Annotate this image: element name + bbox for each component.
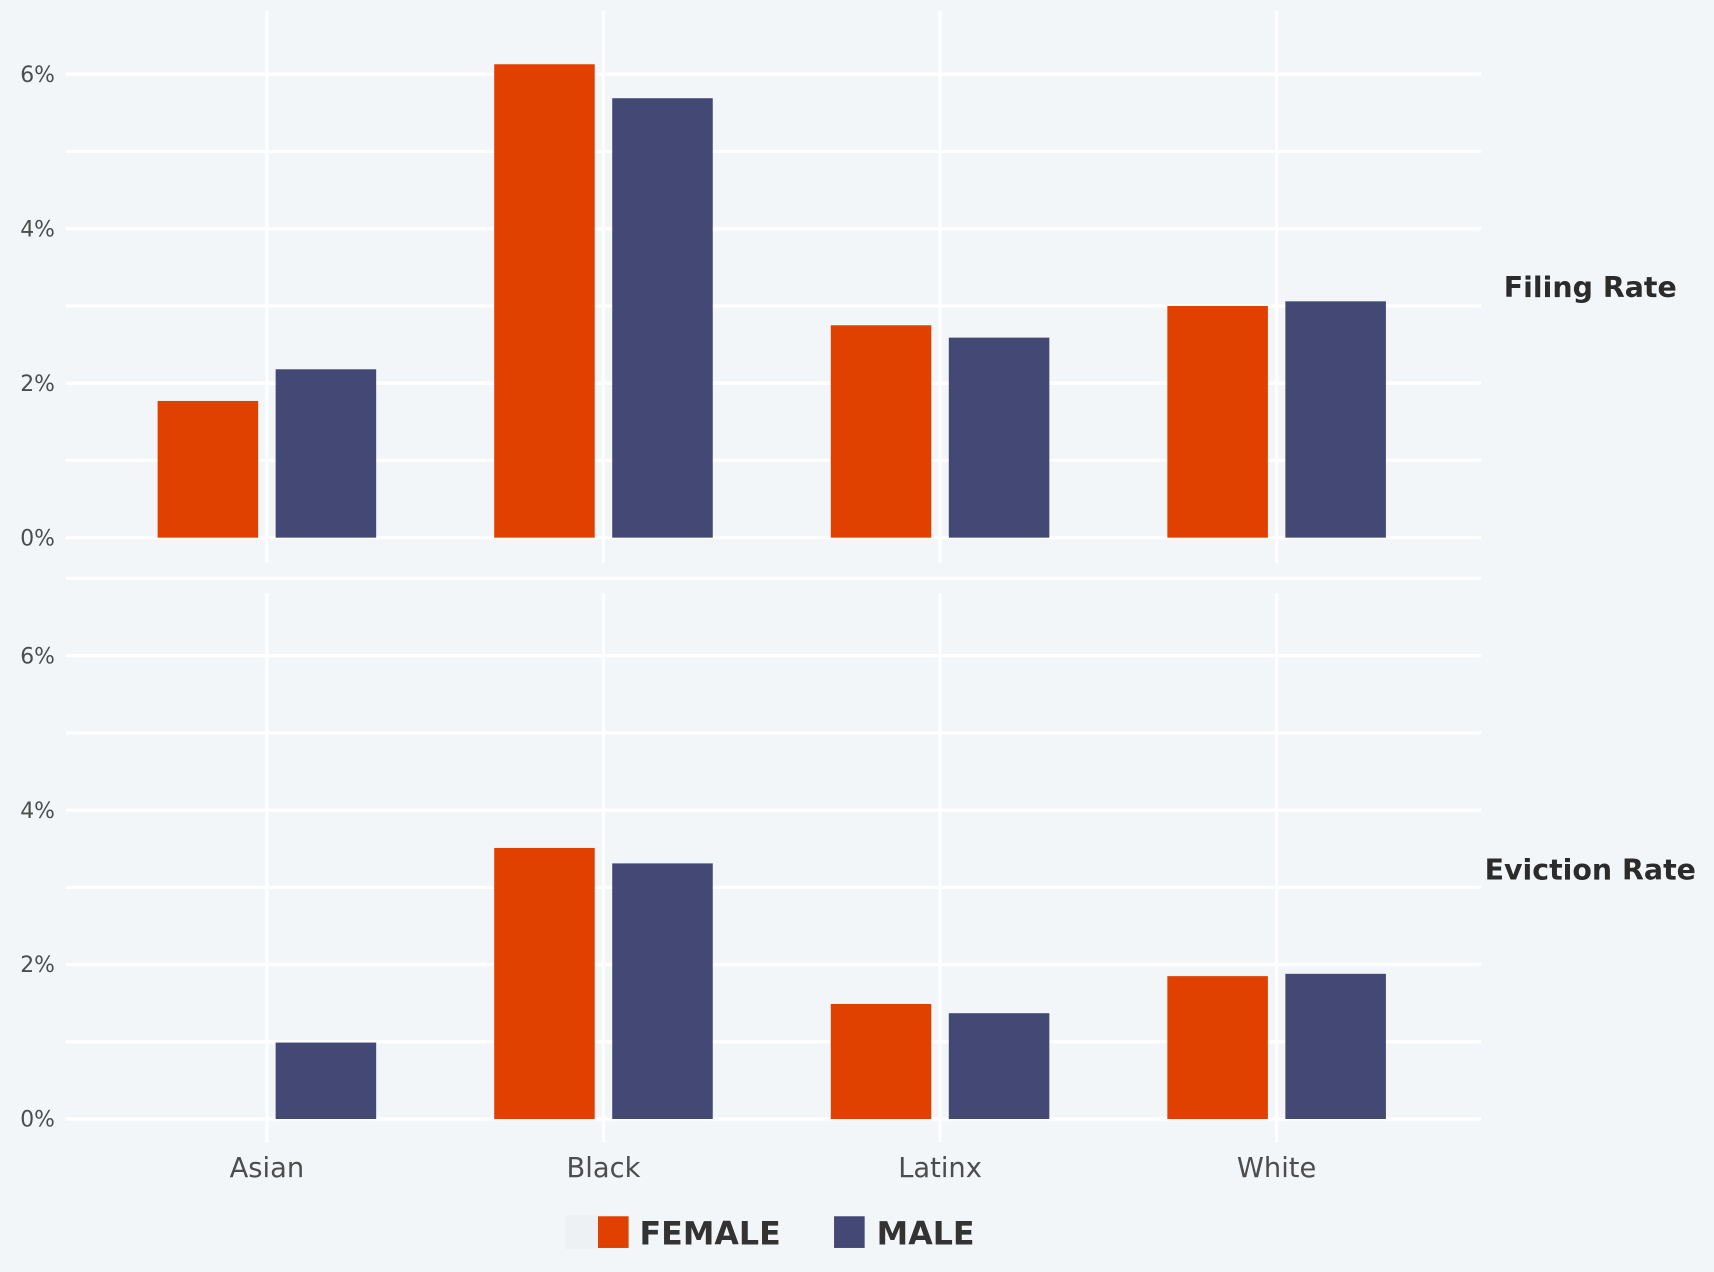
bar-female-white — [1167, 305, 1268, 538]
y-tick-label: 0% — [20, 526, 55, 551]
bar-female-latinx — [830, 1003, 932, 1120]
x-tick-label: Latinx — [898, 1153, 982, 1184]
y-tick-label: 6% — [20, 644, 55, 669]
x-tick-label: White — [1237, 1153, 1316, 1184]
legend-label-female: FEMALE — [640, 1217, 781, 1253]
legend-swatch-female — [598, 1216, 629, 1248]
legend: FEMALE MALE — [565, 1215, 975, 1253]
panel-eviction-rate: 0% 2% 4% 6% Eviction Rate — [20, 576, 1696, 1142]
bar-male-white — [1285, 301, 1386, 538]
bar-male-black — [612, 863, 713, 1120]
bar-female-black — [494, 64, 595, 538]
panel-title: Eviction Rate — [1485, 854, 1696, 887]
bar-male-latinx — [948, 337, 1050, 538]
y-tick-label: 6% — [20, 63, 55, 88]
panel-filing-rate: 0% 2% 4% 6% Filing Rate — [20, 10, 1677, 563]
y-tick-label: 0% — [20, 1108, 55, 1133]
legend-swatch-male — [834, 1216, 865, 1248]
bar-female-asian — [157, 400, 259, 538]
bar-male-asian — [275, 369, 377, 538]
bar-female-white — [1167, 976, 1268, 1120]
legend-label-male: MALE — [877, 1217, 975, 1253]
panel-title: Filing Rate — [1504, 271, 1677, 304]
y-tick-label: 4% — [20, 799, 55, 824]
x-tick-label: Asian — [230, 1153, 305, 1184]
bar-male-asian — [275, 1042, 377, 1120]
y-tick-label: 2% — [20, 372, 55, 397]
y-tick-label: 4% — [20, 217, 55, 242]
bar-male-white — [1285, 973, 1386, 1120]
bar-male-latinx — [948, 1013, 1050, 1120]
y-tick-label: 2% — [20, 953, 55, 978]
x-tick-label: Black — [567, 1153, 641, 1184]
bar-female-black — [494, 847, 595, 1120]
bar-male-black — [612, 98, 713, 538]
bar-female-latinx — [830, 325, 932, 538]
